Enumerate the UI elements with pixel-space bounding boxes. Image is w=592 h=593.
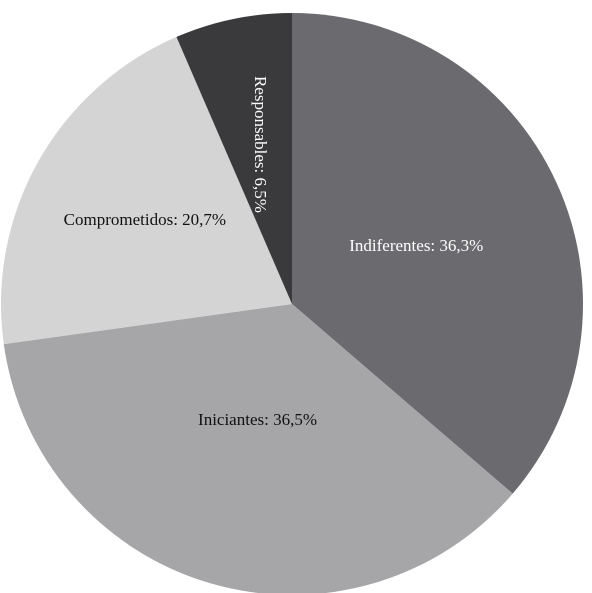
pie-label-indiferentes: Indiferentes: 36,3% — [349, 236, 483, 255]
pie-labels: Indiferentes: 36,3% Iniciantes: 36,5% Comp… — [64, 76, 484, 429]
pie-label-comprometidos: Comprometidos: 20,7% — [64, 210, 226, 229]
pie-slices — [1, 12, 583, 593]
pie-label-responsables: Responsables: 6,5% — [251, 76, 270, 213]
pie-slice-comprometidos — [1, 36, 292, 345]
pie-slice-indiferentes — [292, 13, 583, 494]
pie-slice-responsables — [176, 12, 292, 304]
pie-slice-iniciantes — [3, 304, 513, 593]
pie-label-iniciantes: Iniciantes: 36,5% — [198, 410, 317, 429]
